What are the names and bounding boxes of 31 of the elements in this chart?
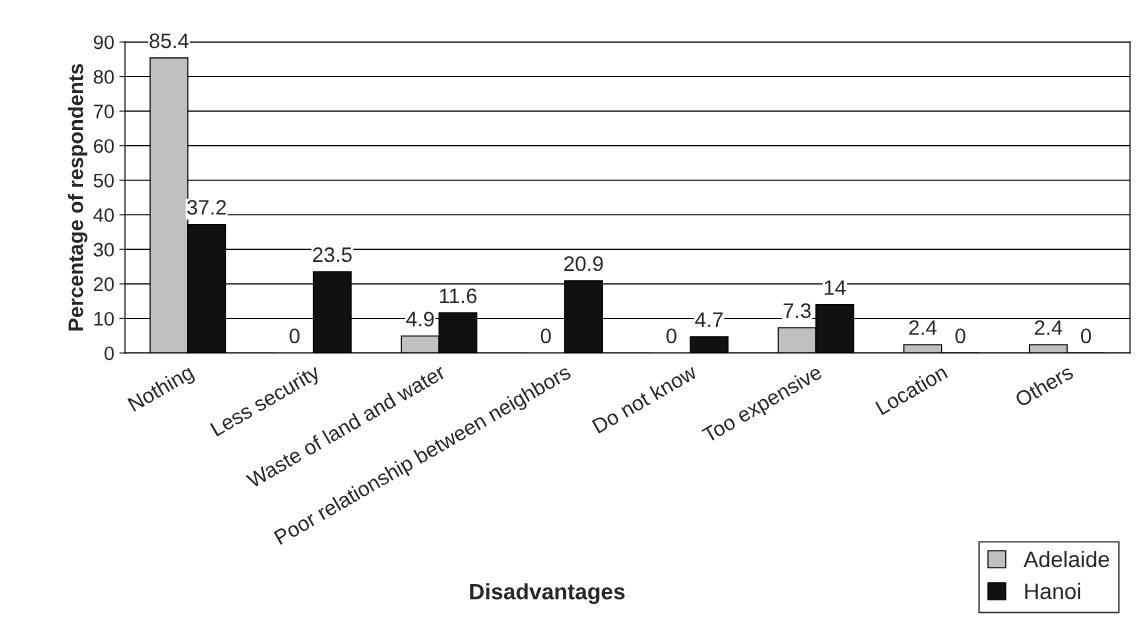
- legend-label: Adelaide: [1023, 550, 1110, 568]
- y-tick-label: 80: [93, 70, 114, 84]
- data-label: 0: [540, 328, 551, 344]
- data-label: 7.3: [783, 303, 811, 319]
- y-tick-label: 30: [93, 242, 114, 257]
- y-tick-label: 20: [93, 277, 114, 292]
- data-label: 0: [955, 328, 966, 344]
- data-label: 0: [666, 328, 677, 344]
- y-tick-label: 70: [93, 104, 114, 119]
- x-tick-label: Do not know: [591, 363, 699, 434]
- y-tick-label: 0: [104, 346, 114, 361]
- y-axis-title: Percentage of respondents: [67, 64, 88, 331]
- data-label: 11.6: [439, 288, 477, 304]
- y-tick-label: 10: [94, 311, 114, 326]
- data-label: 85.4: [149, 33, 189, 49]
- data-label: 4.9: [406, 311, 434, 327]
- data-label: 14: [824, 280, 846, 295]
- data-label: 37.2: [187, 200, 226, 215]
- data-label: 23.5: [313, 247, 352, 263]
- y-tick-label: 50: [93, 173, 114, 188]
- data-label: 4.7: [695, 312, 723, 327]
- data-label: 2.4: [909, 320, 937, 335]
- data-label: 2.4: [1034, 320, 1063, 335]
- y-tick-label: 40: [93, 208, 114, 223]
- data-label: 0: [289, 328, 300, 344]
- legend-label: Hanoi: [1025, 582, 1081, 600]
- y-tick-label: 90: [93, 35, 114, 50]
- data-label: 0: [1081, 328, 1092, 344]
- y-tick-label: 60: [93, 139, 114, 153]
- x-axis-title: Disadvantages: [470, 583, 625, 604]
- data-label: 20.9: [564, 256, 603, 272]
